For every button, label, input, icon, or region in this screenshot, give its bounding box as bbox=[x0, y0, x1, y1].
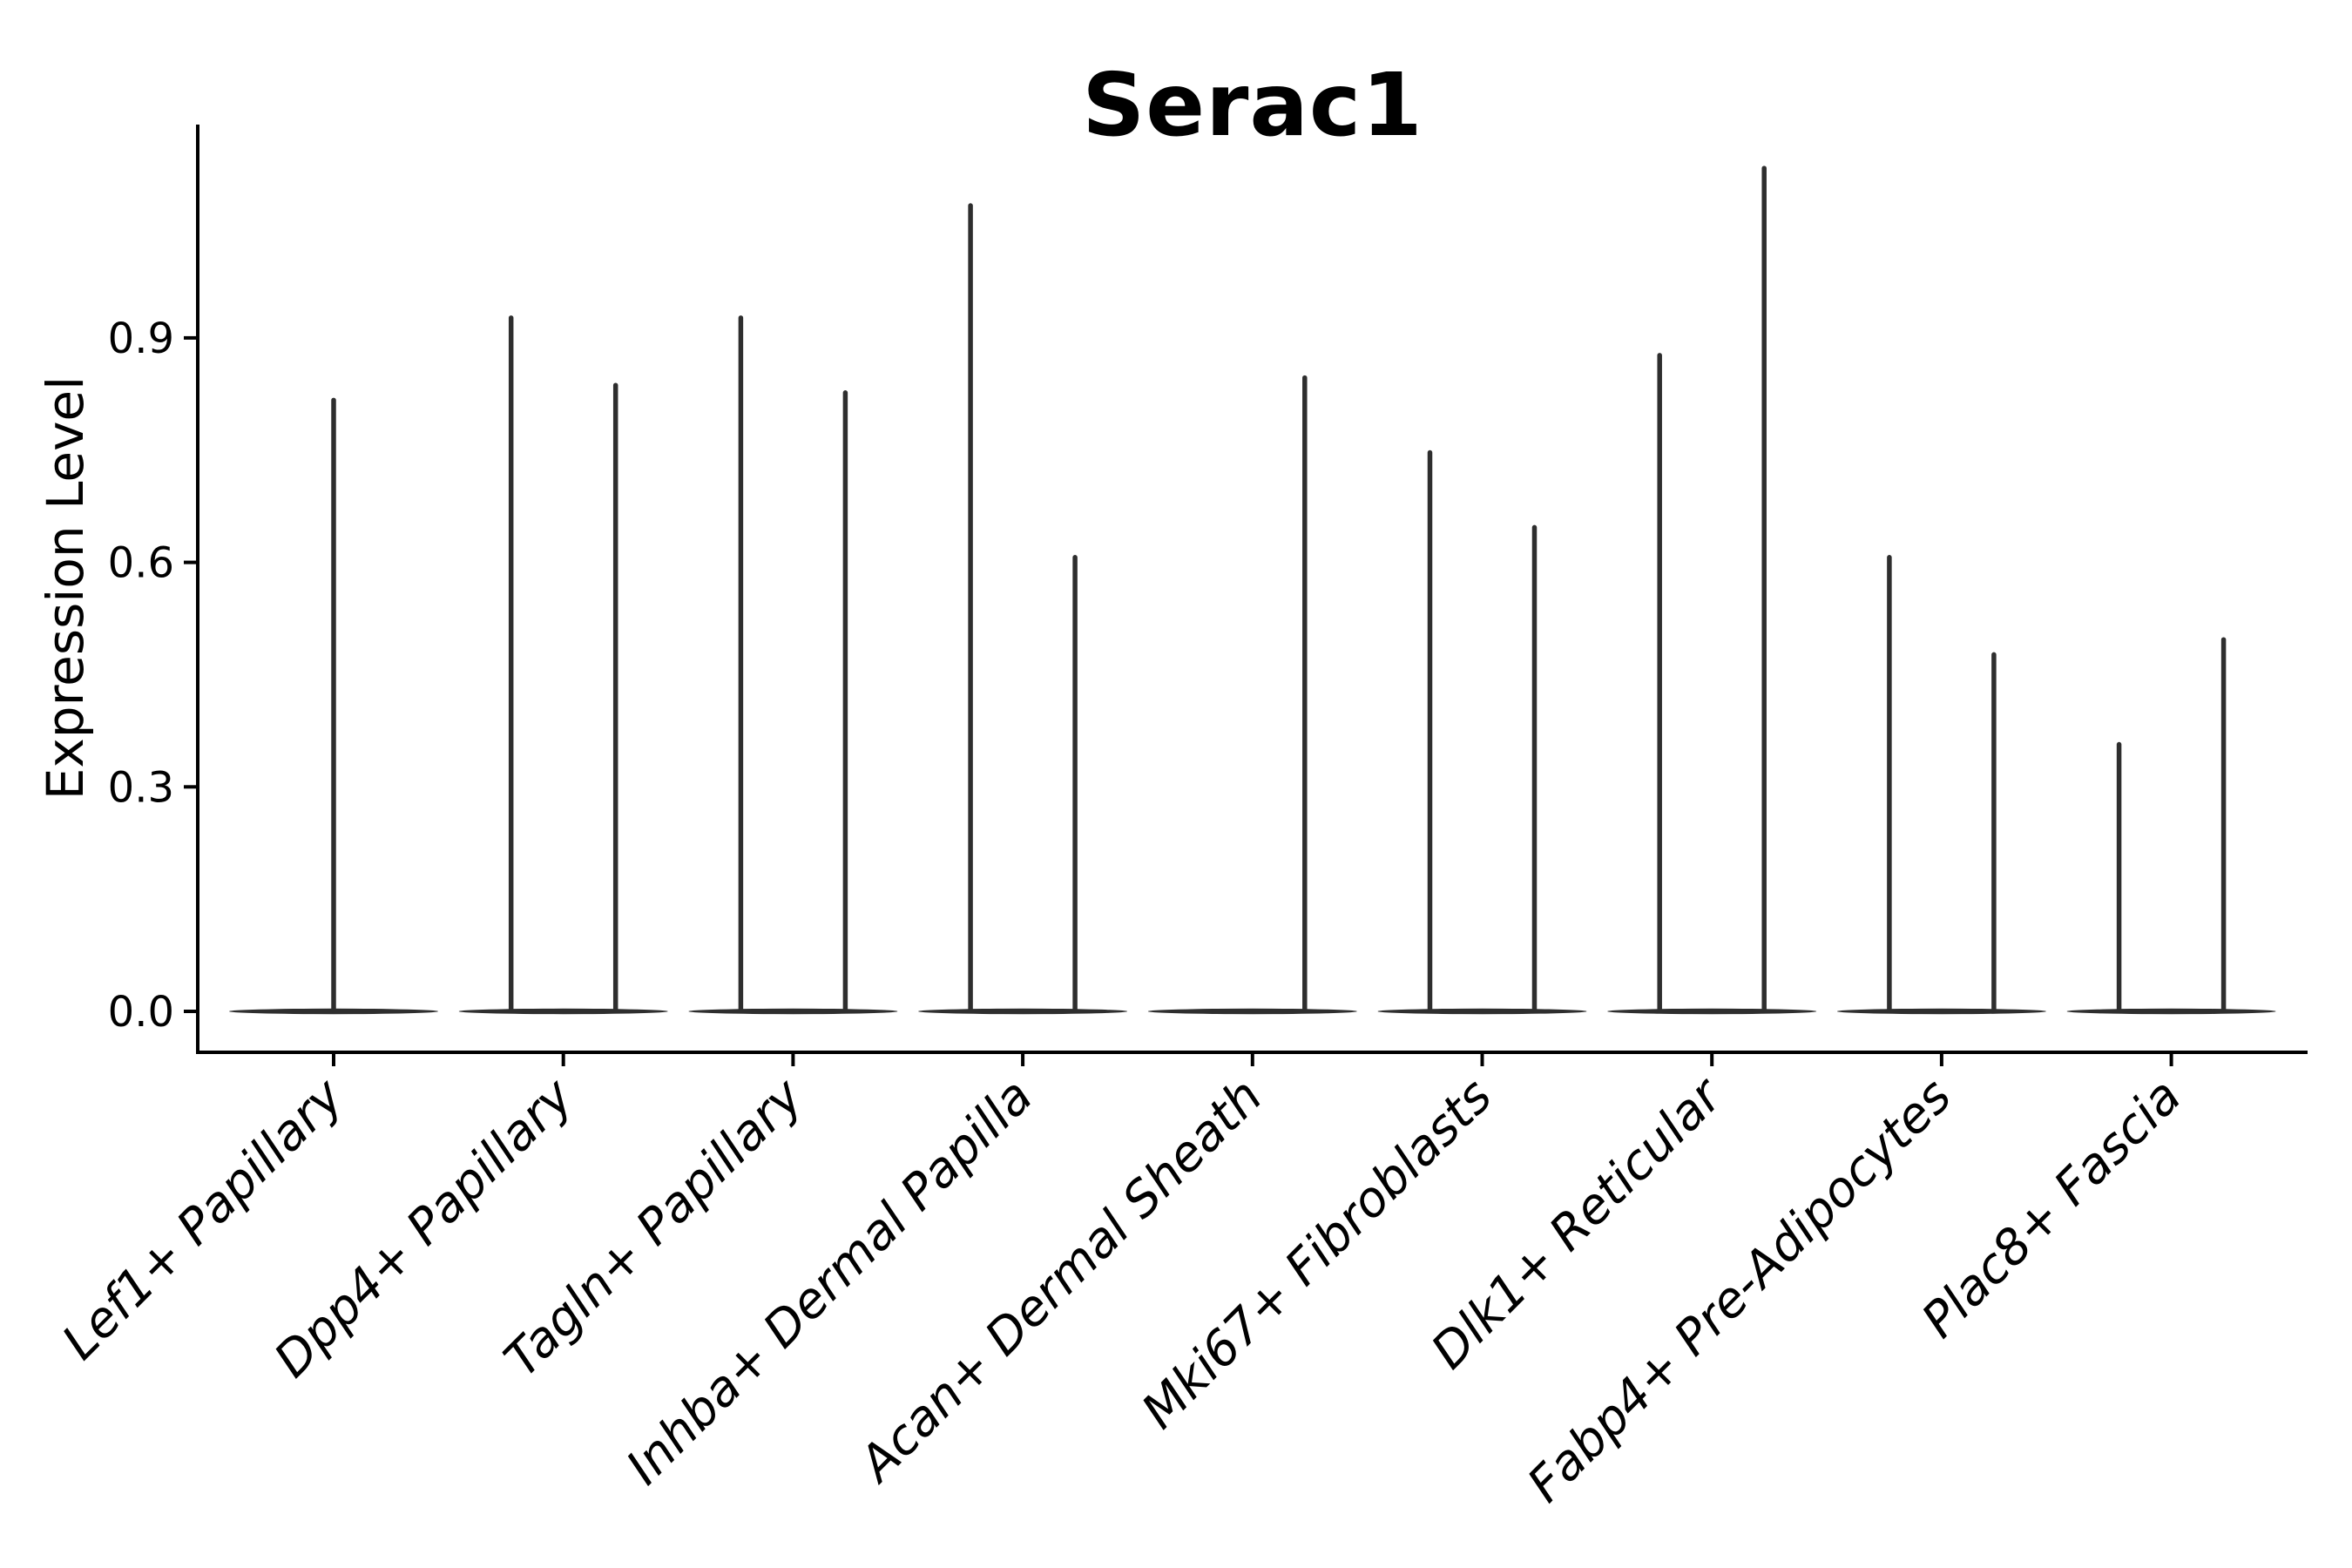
violin-spike bbox=[2116, 741, 2122, 1013]
plot-title: Serac1 bbox=[1082, 54, 1423, 156]
violin-spike bbox=[1072, 555, 1078, 1013]
violin-spike bbox=[331, 397, 336, 1013]
violin-spike bbox=[1657, 353, 1662, 1014]
violin-spike bbox=[1302, 375, 1308, 1014]
violin-base bbox=[1607, 1008, 1817, 1015]
x-tick-label: Fabp4+ Pre-Adipocytes bbox=[1517, 1068, 1962, 1513]
violin-base bbox=[2066, 1008, 2276, 1015]
violin-base bbox=[1836, 1008, 2046, 1015]
violin-base bbox=[458, 1008, 668, 1015]
x-tick-label: Inhba+ Dermal Papilla bbox=[616, 1068, 1044, 1496]
x-tick-label: Acan+ Dermal Sheath bbox=[848, 1068, 1274, 1494]
violin-spike bbox=[1427, 449, 1433, 1013]
y-axis-title: Expression Level bbox=[36, 375, 95, 801]
violin-spike bbox=[842, 390, 848, 1013]
violin-spike bbox=[738, 315, 744, 1013]
violin-spike bbox=[1531, 524, 1538, 1013]
y-tick-label: 0.3 bbox=[108, 763, 174, 812]
violin-spike bbox=[1887, 555, 1892, 1013]
violin-spike bbox=[1991, 652, 1997, 1013]
violin-base bbox=[1377, 1008, 1587, 1015]
violin-spike bbox=[968, 203, 973, 1013]
y-tick-label: 0.9 bbox=[108, 314, 174, 363]
violin-base bbox=[918, 1008, 1128, 1015]
violin-base bbox=[688, 1008, 898, 1015]
violin-spike bbox=[1761, 166, 1767, 1013]
y-tick-label: 0.0 bbox=[108, 988, 174, 1037]
violin-spike bbox=[612, 382, 618, 1013]
violin-spike bbox=[508, 315, 514, 1013]
violin-base bbox=[1147, 1008, 1357, 1015]
y-tick-label: 0.6 bbox=[108, 539, 174, 588]
violin-spike bbox=[2220, 637, 2227, 1013]
